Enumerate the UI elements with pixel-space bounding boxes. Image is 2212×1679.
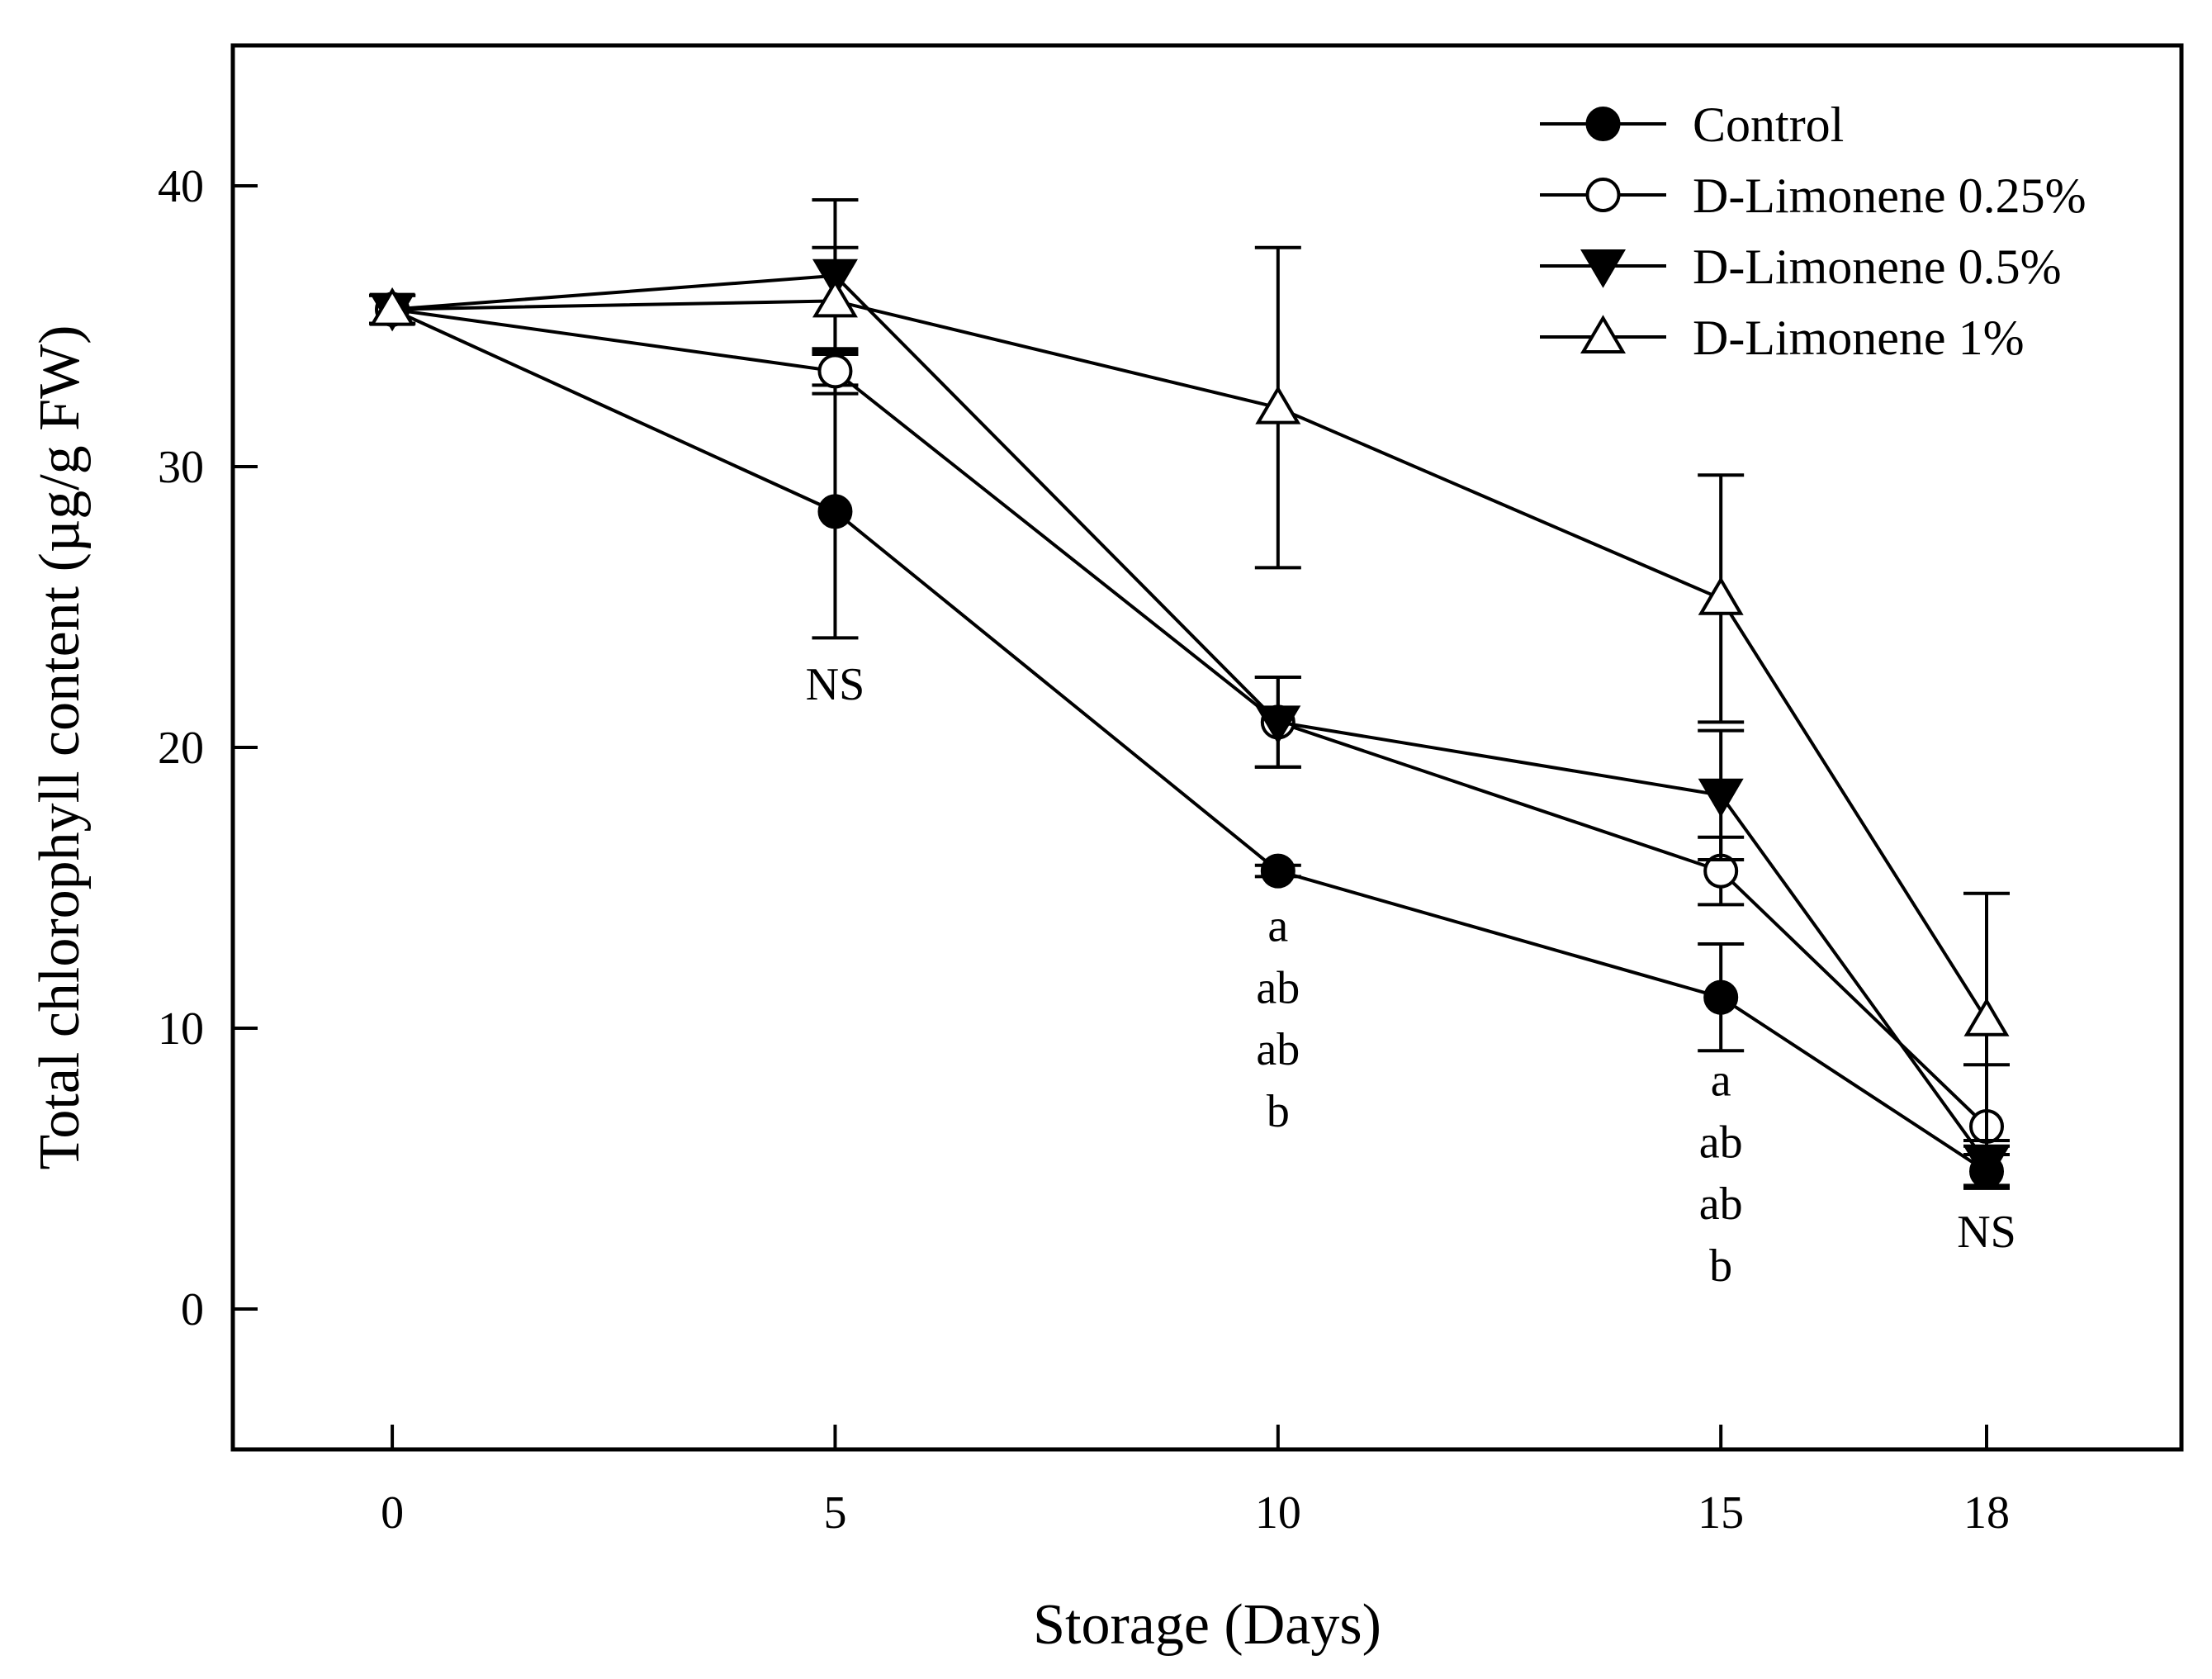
y-tick-label: 20 bbox=[158, 723, 204, 774]
series-line bbox=[391, 307, 1988, 1128]
data-point bbox=[369, 287, 415, 326]
y-tick-label: 10 bbox=[158, 1003, 204, 1055]
series-line bbox=[392, 299, 1988, 1021]
data-point bbox=[1585, 178, 1621, 212]
annotation-label: ab bbox=[1699, 1179, 1743, 1230]
series-line bbox=[391, 273, 1988, 1164]
legend-label: D-Limonene 1% bbox=[1693, 311, 2025, 365]
annotation-label: NS bbox=[1957, 1207, 2016, 1258]
annotation-label: ab bbox=[1699, 1117, 1743, 1168]
annotation-label: ab bbox=[1256, 1024, 1300, 1075]
y-tick-label: 0 bbox=[181, 1284, 204, 1335]
data-point bbox=[1255, 385, 1301, 424]
data-point bbox=[1580, 315, 1626, 353]
annotation-label: a bbox=[1711, 1055, 1731, 1107]
series-1 bbox=[369, 292, 2010, 1190]
data-point bbox=[1698, 576, 1744, 615]
series-0 bbox=[369, 292, 2010, 1190]
data-point bbox=[812, 278, 858, 318]
x-tick-label: 0 bbox=[381, 1487, 404, 1539]
x-tick-label: 5 bbox=[823, 1487, 846, 1539]
annotation-label: b bbox=[1709, 1240, 1732, 1292]
data-point bbox=[1580, 249, 1626, 288]
y-axis-label: Total chlorophyll content (µg/g FW) bbox=[28, 325, 92, 1170]
annotation-label: ab bbox=[1256, 962, 1300, 1013]
data-point bbox=[1698, 778, 1744, 818]
y-tick-label: 30 bbox=[158, 442, 204, 493]
series-3 bbox=[369, 245, 2010, 1148]
series-layer bbox=[369, 198, 2010, 1190]
legend-label: D-Limonene 0.25% bbox=[1693, 168, 2086, 223]
series-line bbox=[391, 307, 1988, 1174]
data-point bbox=[1703, 979, 1739, 1015]
data-point bbox=[1260, 853, 1295, 889]
annotation-layer: NS a ab ab b a ab ab b NS bbox=[806, 659, 2016, 1292]
x-tick-label: 10 bbox=[1255, 1487, 1301, 1539]
legend: Control D-Limonene 0.25% D-Limonene 0.5% D-… bbox=[1540, 97, 2086, 365]
legend-label: D-Limonene 0.5% bbox=[1693, 240, 2062, 294]
annotation-label: a bbox=[1267, 901, 1288, 952]
data-point bbox=[817, 353, 853, 389]
data-point bbox=[1585, 107, 1621, 141]
x-tick-label: 18 bbox=[1963, 1487, 2010, 1539]
legend-label: Control bbox=[1693, 97, 1844, 152]
data-point bbox=[1255, 705, 1301, 745]
data-point bbox=[817, 494, 853, 529]
data-point bbox=[1963, 998, 2010, 1036]
x-tick-label: 15 bbox=[1698, 1487, 1744, 1539]
x-axis-label: Storage (Days) bbox=[1033, 1593, 1381, 1657]
y-tick-label: 40 bbox=[158, 161, 204, 212]
axis-ticks: 0 5 10 15 18 0 10 20 30 40 bbox=[158, 161, 2010, 1539]
data-point bbox=[1963, 1146, 2010, 1185]
annotation-label: NS bbox=[806, 659, 865, 710]
annotation-label: b bbox=[1267, 1086, 1290, 1137]
